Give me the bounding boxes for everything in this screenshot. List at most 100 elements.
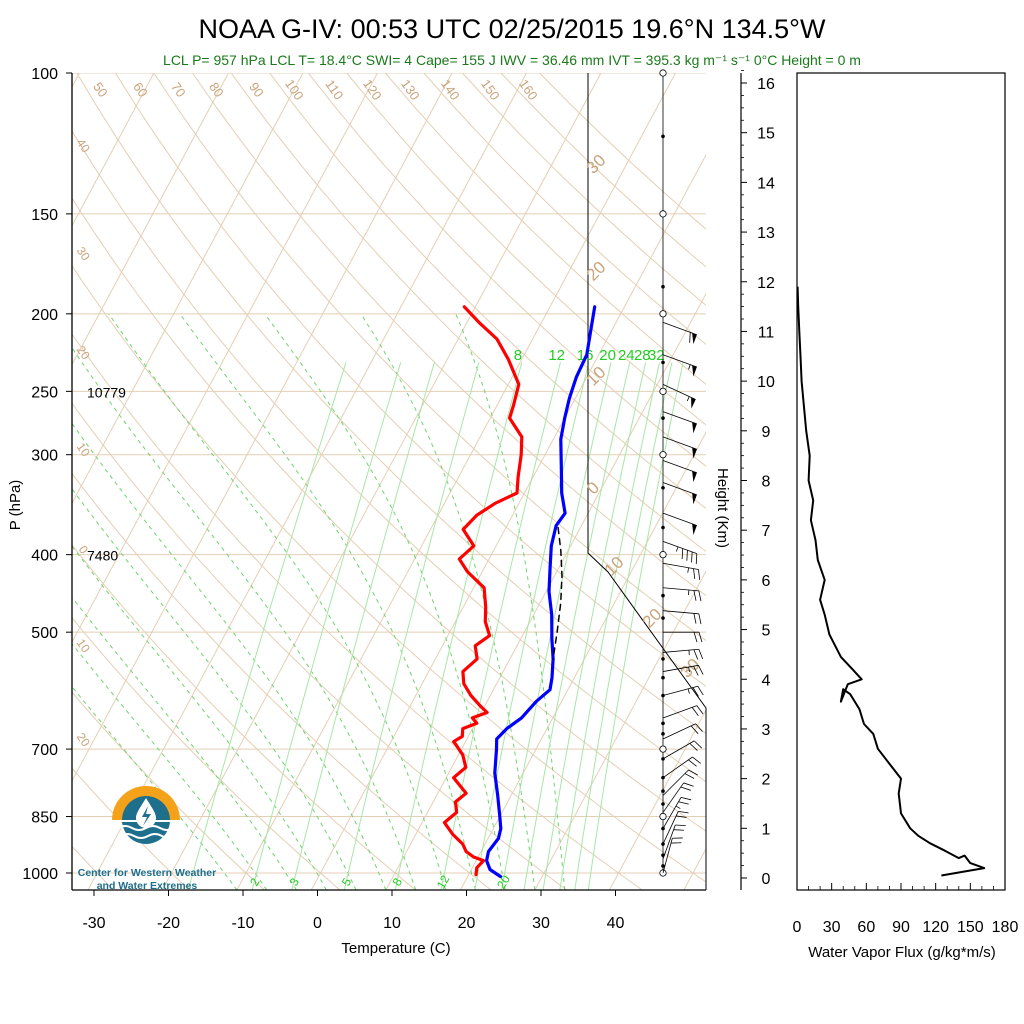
height-tick-label: 13 (757, 225, 775, 242)
isotherm-line (534, 570, 706, 890)
logo-line-2: and Water Extremes (97, 880, 198, 892)
wind-barb-flag (691, 397, 696, 409)
wind-barb-feather (684, 773, 695, 779)
flux-panel (796, 72, 1006, 891)
wind-barb-feather (680, 797, 692, 801)
wind-barb-flag (692, 493, 697, 505)
wind-barb-flag (692, 333, 697, 345)
wind-barb-shaft (662, 587, 699, 592)
height-tick-label: 11 (758, 324, 775, 341)
dry-adiabat-label: 110 (322, 77, 346, 103)
flux-tick-label: 30 (823, 919, 841, 936)
wind-barb-feather (678, 811, 689, 814)
dry-adiabat-lines (72, 73, 706, 890)
pressure-tick-label: 1000 (22, 866, 58, 883)
wind-barb-half-feather (686, 396, 690, 402)
isotherm-label-right: 10 (601, 553, 628, 580)
moist-adiabat-lines (72, 313, 566, 890)
wind-barb-shaft (662, 436, 697, 450)
wind-level-circle (659, 812, 667, 821)
height-tick-label: 5 (762, 623, 771, 640)
wind-barb (662, 482, 697, 505)
wind-barb-feather (698, 632, 703, 643)
logo-drop-bolt (142, 806, 151, 826)
wind-barb-feather (697, 685, 704, 696)
wind-barb-feather (689, 743, 698, 751)
wind-barb-half-feather (687, 567, 689, 573)
wind-barb-flag (692, 447, 697, 459)
wind-barb-shaft (662, 782, 684, 813)
wind-barb-shaft (662, 482, 697, 496)
wind-barb-feather (692, 687, 699, 697)
pressure-tick-label: 150 (31, 207, 58, 224)
logo-sun-arc (112, 786, 180, 820)
dry-adiabat-label: 50 (90, 79, 111, 99)
isotherm-label-right: 30 (583, 151, 610, 178)
flux-line (796, 286, 986, 877)
isotherm-line (72, 73, 229, 366)
wind-barb-feather (683, 782, 694, 787)
temperature-tick-label: 10 (383, 915, 401, 932)
dry-adiabat-line (72, 767, 190, 890)
isotherm-line (87, 73, 527, 890)
wind-barb-flag (692, 471, 697, 483)
wind-level-dot (661, 486, 665, 490)
wind-barb (662, 837, 683, 874)
wind-barb-shaft (662, 740, 695, 760)
wind-barb-shaft (662, 354, 697, 368)
flux-tick-label: 0 (793, 919, 802, 936)
mixing-ratio-label: 8 (514, 347, 522, 364)
wind-barb-feather (695, 723, 703, 732)
isotherm-line (608, 708, 706, 890)
height-tick-label: 3 (762, 722, 771, 739)
wind-barb-shaft (662, 797, 682, 829)
pressure-tick-label: 500 (31, 625, 58, 642)
moist-adiabat-line (72, 545, 327, 890)
height-tick-label: 9 (762, 424, 771, 441)
wind-barb-shaft (662, 723, 696, 740)
wind-barb-feather (678, 801, 689, 805)
wind-level-circle (659, 551, 667, 559)
pressure-tick-label: 850 (31, 810, 58, 827)
wind-barb-shaft (662, 769, 689, 796)
wind-barb-flag (692, 523, 697, 535)
wind-barb (662, 723, 703, 740)
pressure-tick-label: 300 (31, 448, 58, 465)
wind-barb (662, 756, 701, 778)
mixing-ratio-label: 32 (648, 347, 665, 364)
wind-barb (662, 562, 701, 580)
flux-axis-label: Water Vapor Flux (g/kg*m/s) (808, 944, 996, 961)
mixing-ratio-label: 28 (634, 347, 651, 364)
wind-barb-feather (698, 569, 701, 580)
wind-barb-feather (693, 632, 698, 643)
isotherm-line (72, 73, 304, 505)
wind-barbs (659, 69, 704, 877)
dry-adiabat-line (114, 73, 706, 688)
mixing-ratio-lines (187, 362, 684, 890)
wind-barb-feather (673, 829, 685, 831)
mixing-ratio-bottom-label: 12 (434, 872, 453, 891)
logo-wave-2 (119, 833, 173, 839)
wind-barb-shaft (662, 610, 699, 615)
pressure-tick-label: 700 (31, 742, 58, 759)
dry-adiabat-line (539, 73, 706, 230)
wind-barb-feather (695, 553, 698, 565)
dry-adiabat-label: 100 (282, 77, 307, 103)
mixing-ratio-label: 24 (618, 347, 635, 364)
wind-barb-feather (690, 725, 699, 734)
dry-adiabat-line (346, 73, 706, 426)
wind-level-dot (661, 593, 665, 598)
moist-adiabat-line (360, 313, 536, 890)
wind-barb-feather (688, 769, 698, 776)
wind-barb-shaft (662, 322, 697, 336)
wind-level-dot (661, 525, 665, 530)
wind-level-dot (661, 657, 665, 661)
dry-adiabat-label: 130 (398, 77, 423, 103)
wind-level-dot (661, 616, 665, 620)
dry-adiabat-label: 70 (168, 79, 189, 99)
mixing-ratio-line (343, 362, 480, 890)
height-annotations: 10779 7480 (87, 384, 126, 563)
wind-barb (662, 411, 697, 434)
dry-adiabat-line (72, 544, 416, 890)
